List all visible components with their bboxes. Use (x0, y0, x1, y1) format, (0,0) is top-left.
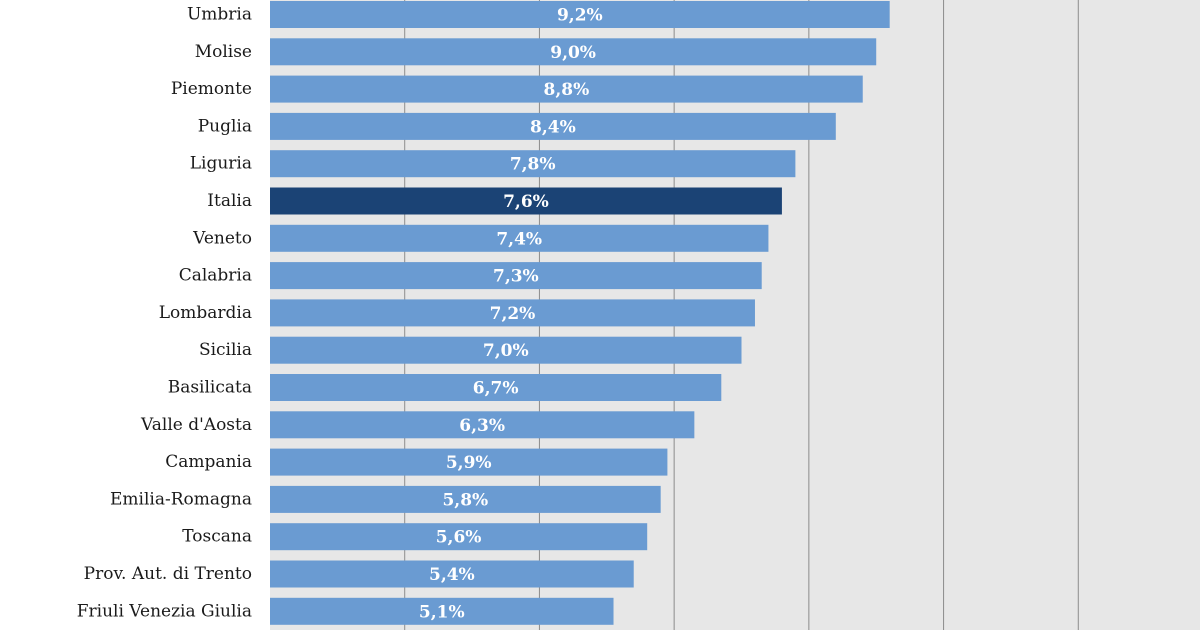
category-label: Lombardia (159, 303, 252, 323)
category-label: Liguria (190, 154, 252, 174)
value-label: 7,4% (496, 229, 542, 249)
bar (270, 1, 890, 28)
bar (270, 411, 695, 439)
category-label: Friuli Venezia Giulia (77, 601, 252, 621)
category-label: Puglia (198, 116, 252, 136)
value-label: 9,0% (550, 43, 596, 63)
bar (270, 150, 796, 178)
category-label: Emilia-Romagna (110, 489, 252, 509)
category-label: Campania (165, 452, 252, 472)
category-labels: Umbria Molise Piemonte Puglia Liguria Italia V… (77, 5, 252, 622)
category-label: Sicilia (199, 340, 252, 360)
category-label: Prov. Aut. di Trento (84, 564, 252, 584)
value-label: 7,0% (483, 341, 529, 361)
bar (270, 224, 769, 252)
bar (270, 262, 762, 290)
value-labels: 9,2% 9,0% 8,8% 8,4% 7,8% 7,6% 7,4% 7,3% 7,2% 7,0%… (419, 6, 603, 623)
value-label: 7,6% (503, 192, 549, 212)
category-label: Calabria (179, 266, 252, 286)
category-label: Piemonte (171, 79, 252, 99)
category-label: Molise (195, 42, 252, 62)
bar (270, 336, 742, 364)
bar (270, 112, 836, 140)
category-label: Basilicata (168, 378, 252, 398)
bar (270, 560, 634, 588)
category-label: Umbria (187, 5, 252, 25)
value-label: 5,4% (429, 565, 475, 585)
bar (270, 38, 877, 66)
bars (270, 1, 890, 625)
category-label: Veneto (192, 228, 252, 248)
value-label: 8,8% (544, 80, 590, 100)
value-label: 5,1% (419, 602, 465, 622)
value-label: 9,2% (557, 6, 603, 26)
bar (270, 374, 722, 401)
bar (270, 485, 661, 513)
value-label: 5,6% (436, 528, 482, 548)
category-label: Italia (207, 191, 252, 211)
bar (270, 75, 863, 103)
value-label: 5,9% (446, 453, 492, 473)
value-label: 6,7% (473, 379, 519, 399)
value-label: 5,8% (442, 490, 488, 510)
category-label: Valle d'Aosta (140, 415, 252, 435)
bar (270, 299, 755, 327)
value-label: 7,8% (510, 155, 556, 175)
category-label: Toscana (182, 527, 252, 547)
value-label: 7,2% (490, 304, 536, 324)
bar (270, 523, 648, 551)
bar (270, 448, 668, 476)
value-label: 7,3% (493, 267, 539, 287)
value-label: 6,3% (459, 416, 505, 436)
bar (270, 597, 614, 625)
value-label: 8,4% (530, 117, 576, 137)
bar (270, 187, 782, 215)
